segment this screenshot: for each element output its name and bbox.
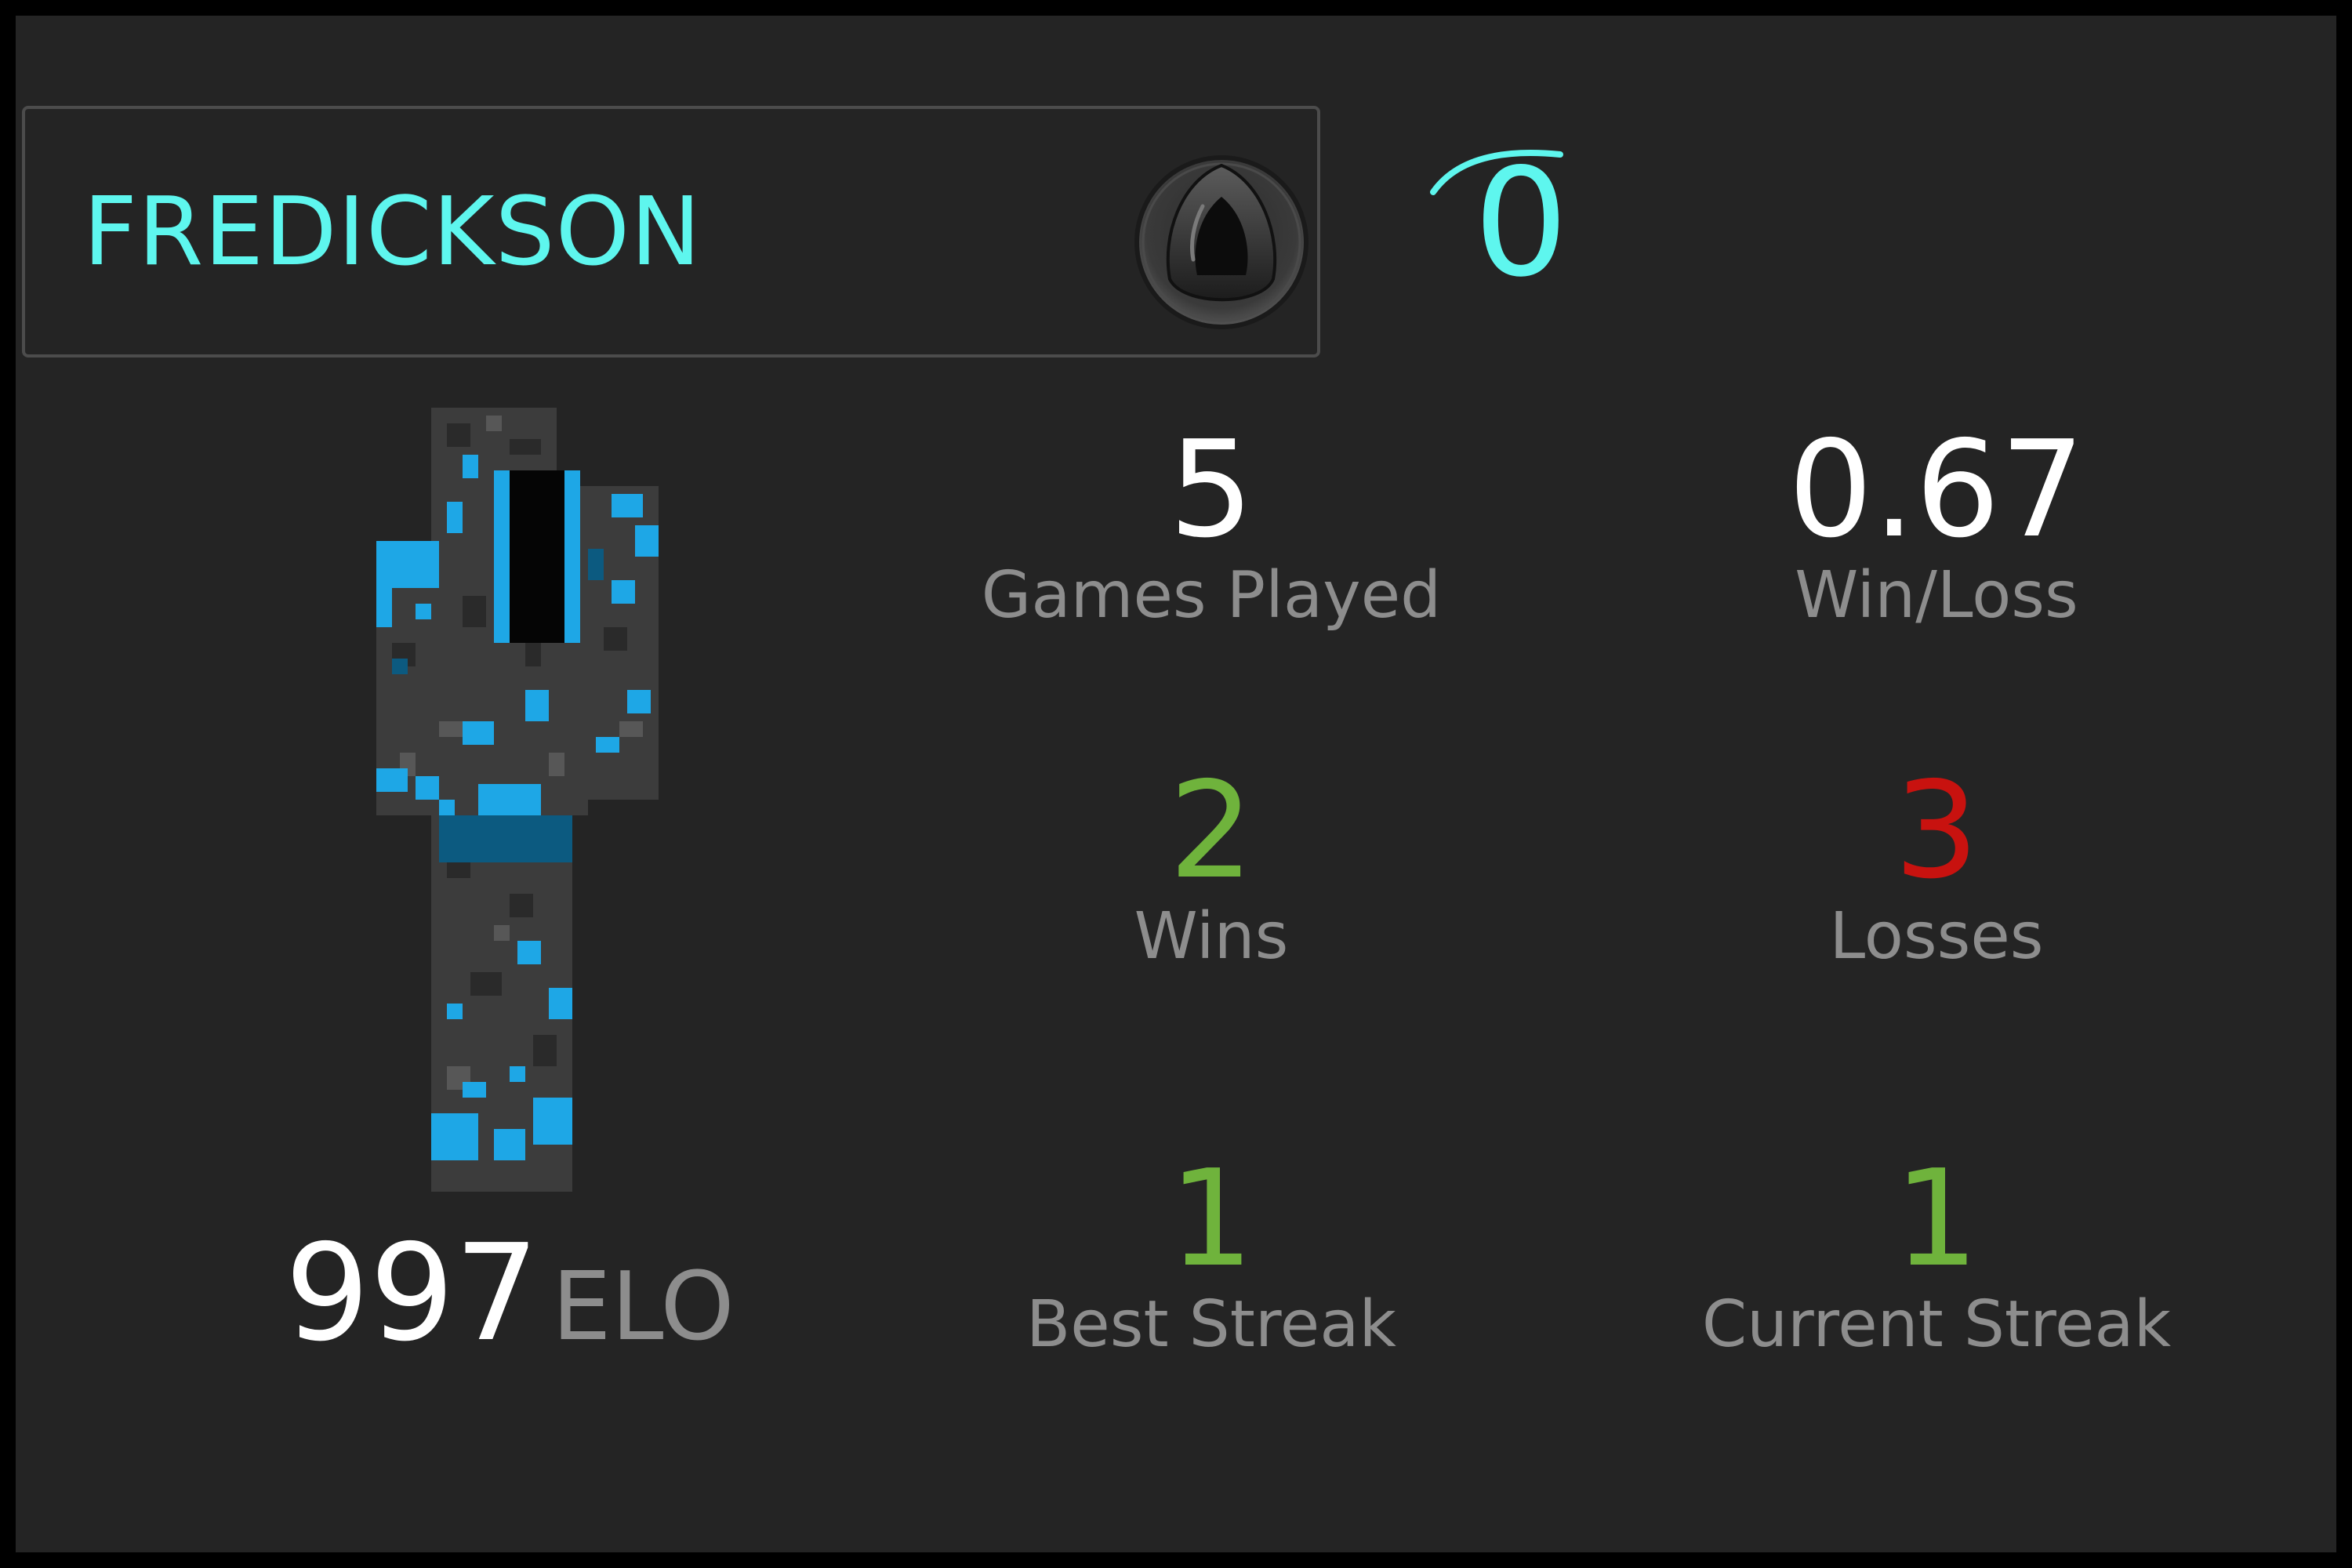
stat-current-streak: 1 Current Streak — [1623, 1145, 2250, 1364]
elo-display: 997 ELO — [274, 1215, 745, 1372]
stat-value: 2 — [1168, 753, 1254, 909]
rank-progress-arc — [1430, 150, 1563, 195]
stat-value: 3 — [1893, 753, 1980, 909]
stat-label: Losses — [1829, 899, 2044, 974]
stat-value: 1 — [1168, 1142, 1254, 1297]
stat-losses: 3 Losses — [1623, 757, 2250, 976]
stat-win-loss: 0.67 Win/Loss — [1623, 416, 2250, 635]
stat-label: Win/Loss — [1795, 558, 2078, 633]
stat-label: Best Streak — [1026, 1287, 1396, 1362]
player-name-box: FREDICKSON — [22, 106, 1320, 358]
stat-label: Games Played — [981, 558, 1442, 633]
player-stats-card: FREDICKSON 0 — [16, 16, 2336, 1552]
stat-games-played: 5 Games Played — [898, 416, 1525, 635]
stat-value: 1 — [1893, 1142, 1980, 1297]
player-skin-icon — [376, 408, 659, 1192]
rank-number: 0 — [1473, 136, 1569, 310]
stat-best-streak: 1 Best Streak — [898, 1145, 1525, 1364]
stat-value: 0.67 — [1788, 412, 2085, 568]
black-gem-icon — [1134, 155, 1308, 329]
player-name: FREDICKSON — [83, 178, 702, 287]
stat-label: Wins — [1134, 899, 1289, 974]
elo-value: 997 — [285, 1216, 539, 1371]
stat-wins: 2 Wins — [898, 757, 1525, 976]
stat-label: Current Streak — [1701, 1287, 2172, 1362]
stat-value: 5 — [1168, 412, 1254, 568]
elo-unit: ELO — [551, 1253, 735, 1362]
